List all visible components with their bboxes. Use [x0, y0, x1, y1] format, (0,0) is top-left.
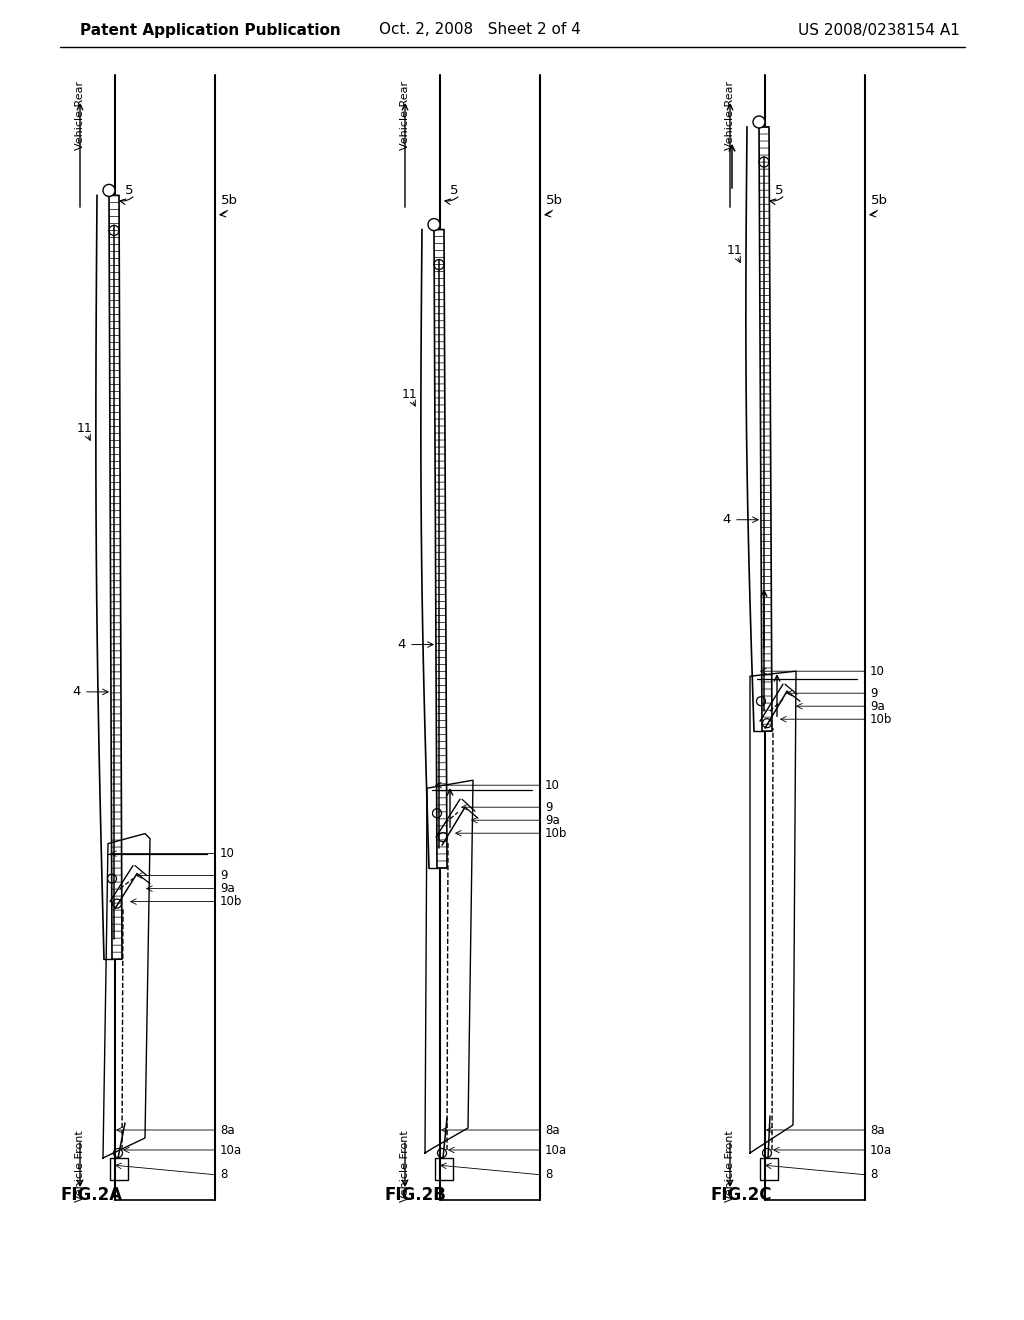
Text: Oct. 2, 2008   Sheet 2 of 4: Oct. 2, 2008 Sheet 2 of 4 — [379, 22, 581, 37]
Text: 10b: 10b — [220, 895, 243, 908]
Circle shape — [753, 116, 765, 128]
Text: 8: 8 — [545, 1168, 552, 1181]
Bar — [110, 1158, 128, 1180]
Text: 10a: 10a — [870, 1143, 892, 1156]
Text: 5b: 5b — [871, 194, 888, 206]
Text: 11: 11 — [402, 388, 418, 401]
Text: Vehicle Front: Vehicle Front — [725, 1130, 735, 1201]
Text: 9: 9 — [220, 869, 227, 882]
Text: 10: 10 — [870, 665, 885, 677]
Text: 5: 5 — [450, 183, 459, 197]
Text: 10a: 10a — [545, 1143, 567, 1156]
Text: 9a: 9a — [870, 700, 885, 713]
Text: 9a: 9a — [545, 813, 560, 826]
Text: 10b: 10b — [870, 713, 892, 726]
Text: 9a: 9a — [220, 882, 234, 895]
Text: 4: 4 — [72, 685, 80, 698]
Bar — [760, 1158, 778, 1180]
Text: 5b: 5b — [546, 194, 563, 206]
Text: 4: 4 — [397, 638, 406, 651]
Text: US 2008/0238154 A1: US 2008/0238154 A1 — [798, 22, 961, 37]
Text: FIG.2B: FIG.2B — [385, 1185, 446, 1204]
Text: 11: 11 — [727, 244, 742, 257]
Text: Patent Application Publication: Patent Application Publication — [80, 22, 341, 37]
Circle shape — [428, 219, 440, 231]
Text: 11: 11 — [77, 422, 93, 436]
Polygon shape — [759, 127, 772, 731]
Text: Vehicle Rear: Vehicle Rear — [75, 81, 85, 150]
Text: 5: 5 — [125, 183, 133, 197]
Text: 10: 10 — [220, 847, 234, 861]
Text: Vehicle Rear: Vehicle Rear — [400, 81, 410, 150]
Text: 9: 9 — [870, 686, 878, 700]
Text: Vehicle Front: Vehicle Front — [75, 1130, 85, 1201]
Text: 4: 4 — [722, 513, 730, 527]
Text: 10: 10 — [545, 779, 560, 792]
Text: 5: 5 — [775, 183, 783, 197]
Text: 10b: 10b — [545, 826, 567, 840]
Polygon shape — [434, 230, 447, 869]
Text: 8a: 8a — [545, 1123, 560, 1137]
Text: 5b: 5b — [221, 194, 238, 206]
Text: Vehicle Rear: Vehicle Rear — [725, 81, 735, 150]
Text: 8a: 8a — [870, 1123, 885, 1137]
Text: FIG.2C: FIG.2C — [710, 1185, 771, 1204]
Polygon shape — [109, 195, 122, 960]
Text: Vehicle Front: Vehicle Front — [400, 1130, 410, 1201]
Bar — [435, 1158, 453, 1180]
Text: 8: 8 — [220, 1168, 227, 1181]
Text: 8a: 8a — [220, 1123, 234, 1137]
Text: FIG.2A: FIG.2A — [60, 1185, 122, 1204]
Text: 9: 9 — [545, 801, 553, 813]
Circle shape — [103, 185, 115, 197]
Text: 10a: 10a — [220, 1143, 242, 1156]
Text: 8: 8 — [870, 1168, 878, 1181]
